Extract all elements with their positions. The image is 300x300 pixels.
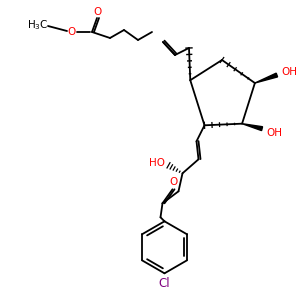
- Text: O: O: [68, 27, 76, 37]
- Polygon shape: [242, 124, 262, 130]
- Text: Cl: Cl: [159, 277, 170, 290]
- Text: O: O: [169, 177, 178, 187]
- Polygon shape: [255, 73, 278, 83]
- Text: OH: OH: [266, 128, 282, 138]
- Text: H$_3$C: H$_3$C: [27, 18, 49, 32]
- Text: HO: HO: [148, 158, 164, 168]
- Text: O: O: [94, 7, 102, 17]
- Text: OH: OH: [281, 67, 297, 77]
